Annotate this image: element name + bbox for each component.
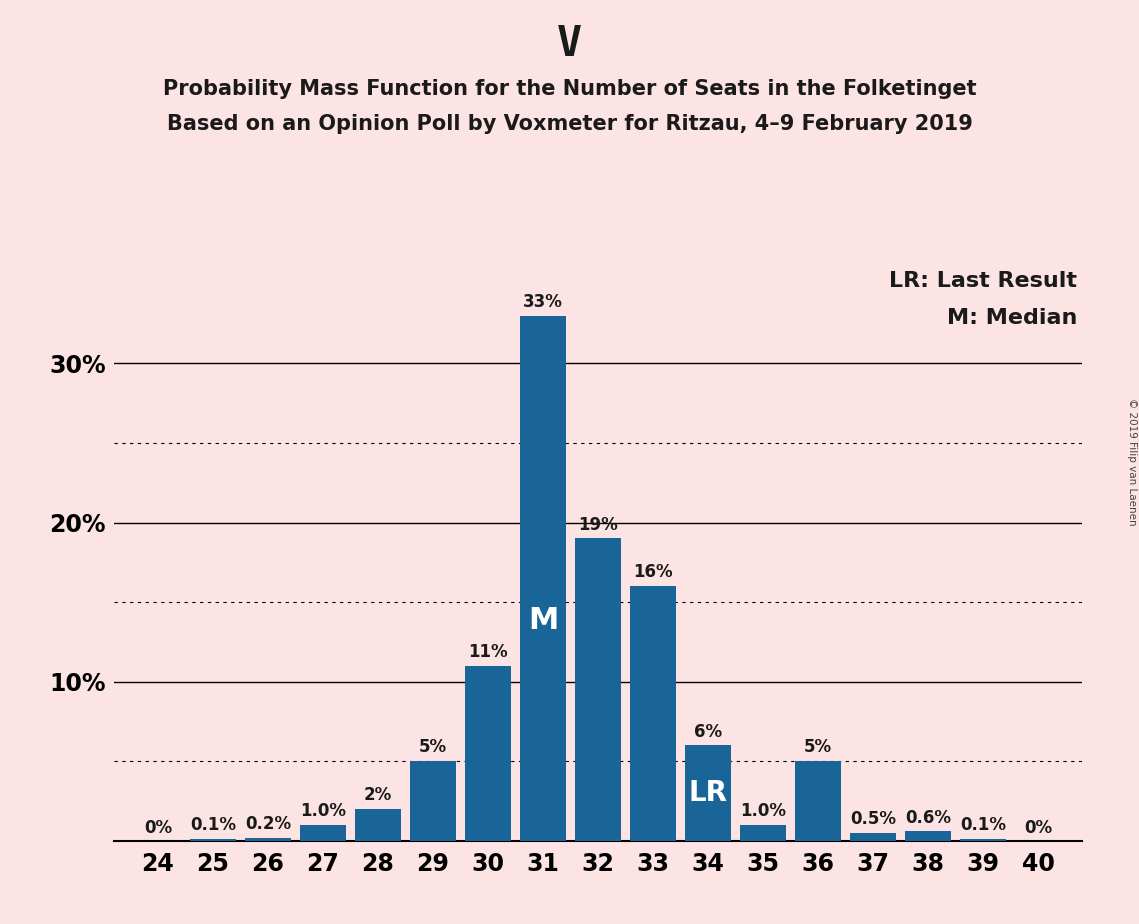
Text: 5%: 5% <box>419 738 446 757</box>
Text: M: M <box>527 606 558 635</box>
Text: 2%: 2% <box>363 786 392 804</box>
Text: 16%: 16% <box>633 564 673 581</box>
Text: V: V <box>557 23 582 65</box>
Bar <box>245 838 292 841</box>
Bar <box>795 761 842 841</box>
Text: 19%: 19% <box>579 516 617 534</box>
Bar <box>465 666 511 841</box>
Text: LR: LR <box>688 779 728 807</box>
Text: 0.5%: 0.5% <box>850 810 896 828</box>
Bar <box>354 809 401 841</box>
Bar <box>410 761 457 841</box>
Text: 1.0%: 1.0% <box>300 802 346 821</box>
Text: © 2019 Filip van Laenen: © 2019 Filip van Laenen <box>1126 398 1137 526</box>
Bar <box>300 825 346 841</box>
Bar <box>850 833 896 841</box>
Text: M: Median: M: Median <box>947 308 1077 328</box>
Text: 0.1%: 0.1% <box>190 817 236 834</box>
Text: 0.2%: 0.2% <box>245 815 290 833</box>
Text: 0.1%: 0.1% <box>960 817 1006 834</box>
Bar <box>904 832 951 841</box>
Text: 0%: 0% <box>1024 819 1052 837</box>
Text: 6%: 6% <box>694 723 722 741</box>
Text: LR: Last Result: LR: Last Result <box>890 271 1077 291</box>
Bar <box>630 586 677 841</box>
Text: 0.6%: 0.6% <box>906 808 951 826</box>
Text: 1.0%: 1.0% <box>740 802 786 821</box>
Bar <box>960 839 1007 841</box>
Text: 0%: 0% <box>144 819 172 837</box>
Bar <box>189 839 236 841</box>
Text: Based on an Opinion Poll by Voxmeter for Ritzau, 4–9 February 2019: Based on an Opinion Poll by Voxmeter for… <box>166 114 973 134</box>
Bar <box>739 825 786 841</box>
Text: 33%: 33% <box>523 293 563 311</box>
Bar <box>685 746 731 841</box>
Text: 5%: 5% <box>804 738 833 757</box>
Bar <box>519 316 566 841</box>
Text: 11%: 11% <box>468 643 508 661</box>
Bar <box>574 539 622 841</box>
Text: Probability Mass Function for the Number of Seats in the Folketinget: Probability Mass Function for the Number… <box>163 79 976 99</box>
